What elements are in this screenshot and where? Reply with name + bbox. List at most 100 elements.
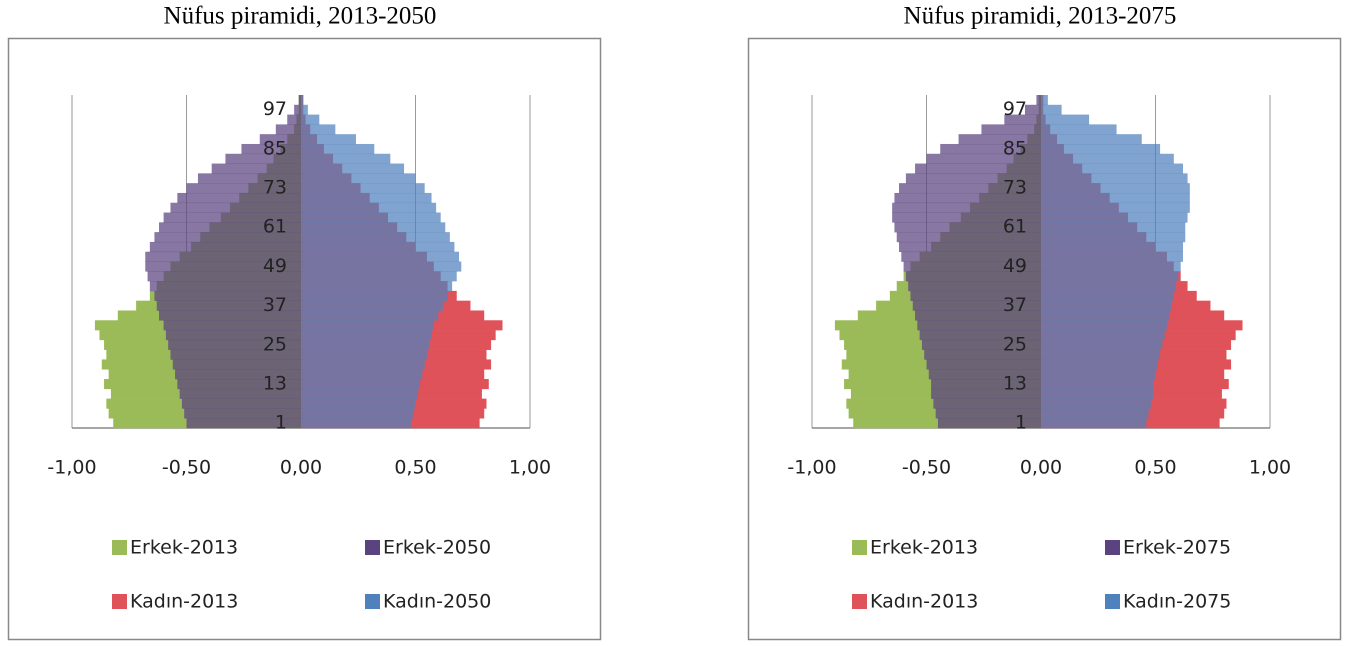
legend-swatch (852, 594, 867, 609)
x-tick-label: -0,50 (162, 457, 211, 479)
bar (301, 388, 418, 399)
bar (926, 359, 1041, 370)
bar (301, 290, 448, 301)
y-tick-label: 97 (1003, 98, 1027, 120)
bar (301, 153, 391, 164)
y-tick-label: 73 (1003, 177, 1027, 199)
bar (301, 143, 375, 155)
bar (1041, 398, 1151, 409)
bar (186, 183, 301, 194)
bar (899, 183, 1041, 194)
bar (1004, 114, 1041, 125)
bar (1041, 183, 1190, 194)
bar (1041, 241, 1183, 253)
y-tick-label: 13 (1003, 372, 1027, 394)
bar (301, 408, 414, 419)
bar (1041, 212, 1188, 223)
legend-swatch (1105, 594, 1120, 609)
bar (1041, 153, 1174, 164)
bar (211, 163, 301, 174)
legend-swatch (1105, 540, 1120, 555)
y-tick-label: 37 (1003, 294, 1027, 316)
bar (301, 212, 441, 223)
bar (301, 369, 423, 380)
bar (186, 418, 301, 429)
bar (933, 398, 1041, 409)
bar (301, 418, 411, 429)
bar (301, 104, 308, 115)
bar (892, 212, 1041, 223)
legend-swatch (365, 540, 380, 555)
y-tick-label: 49 (263, 255, 287, 277)
y-tick-label: 1 (275, 412, 287, 434)
bar (165, 330, 301, 341)
bar (915, 163, 1041, 174)
legend-label: Erkek-2075 (1123, 537, 1231, 559)
bar (301, 330, 432, 341)
bar (301, 379, 421, 390)
bar (145, 261, 301, 272)
bar (301, 241, 455, 253)
bar (301, 124, 336, 135)
bar (197, 173, 301, 184)
bar (1041, 379, 1154, 390)
bar (1041, 232, 1186, 243)
bar (919, 330, 1041, 341)
bar (301, 163, 405, 174)
bar (981, 124, 1041, 135)
bar (937, 418, 1041, 429)
bar (1041, 339, 1163, 350)
y-tick-label: 61 (1003, 216, 1027, 238)
y-tick-label: 85 (1003, 137, 1027, 159)
bar (1041, 173, 1188, 184)
bar (1041, 320, 1167, 331)
bar (1041, 281, 1177, 292)
bar (935, 408, 1041, 419)
bar (170, 349, 301, 360)
legend-label: Erkek-2013 (870, 537, 978, 559)
bar (181, 398, 301, 409)
bar (177, 379, 301, 390)
bar (156, 300, 301, 311)
bar (301, 183, 425, 194)
legend-label: Erkek-2013 (130, 537, 238, 559)
y-tick-label: 61 (263, 216, 287, 238)
bar (1041, 330, 1165, 341)
bar (163, 212, 301, 223)
bar (1041, 251, 1183, 262)
bar (149, 281, 301, 292)
bar (179, 388, 301, 399)
bar (1041, 388, 1154, 399)
bar (170, 202, 301, 213)
bar (1041, 104, 1062, 115)
bar (301, 222, 446, 233)
bar (908, 281, 1041, 292)
bar (892, 202, 1041, 213)
bar (301, 339, 430, 350)
bar (1041, 192, 1190, 204)
legend-label: Kadın-2075 (1123, 591, 1231, 613)
bar (301, 398, 416, 409)
bar (301, 173, 416, 184)
bar (301, 281, 453, 292)
bar (1041, 359, 1158, 370)
y-tick-label: 25 (1003, 333, 1027, 355)
bar (149, 241, 301, 253)
bar (294, 104, 301, 115)
bar (168, 339, 301, 350)
bar (1041, 261, 1181, 272)
bar (1024, 104, 1041, 115)
bar (912, 300, 1041, 311)
bar (896, 232, 1041, 243)
chart-title: Nüfus piramidi, 2013-2075 (904, 3, 1177, 30)
bar (1041, 222, 1186, 233)
bar (1036, 95, 1041, 106)
bar (1041, 271, 1179, 282)
bar (917, 320, 1041, 331)
y-tick-label: 49 (1003, 255, 1027, 277)
bar (1041, 114, 1090, 125)
bar (275, 124, 301, 135)
bar (177, 192, 301, 204)
bar (894, 222, 1041, 233)
